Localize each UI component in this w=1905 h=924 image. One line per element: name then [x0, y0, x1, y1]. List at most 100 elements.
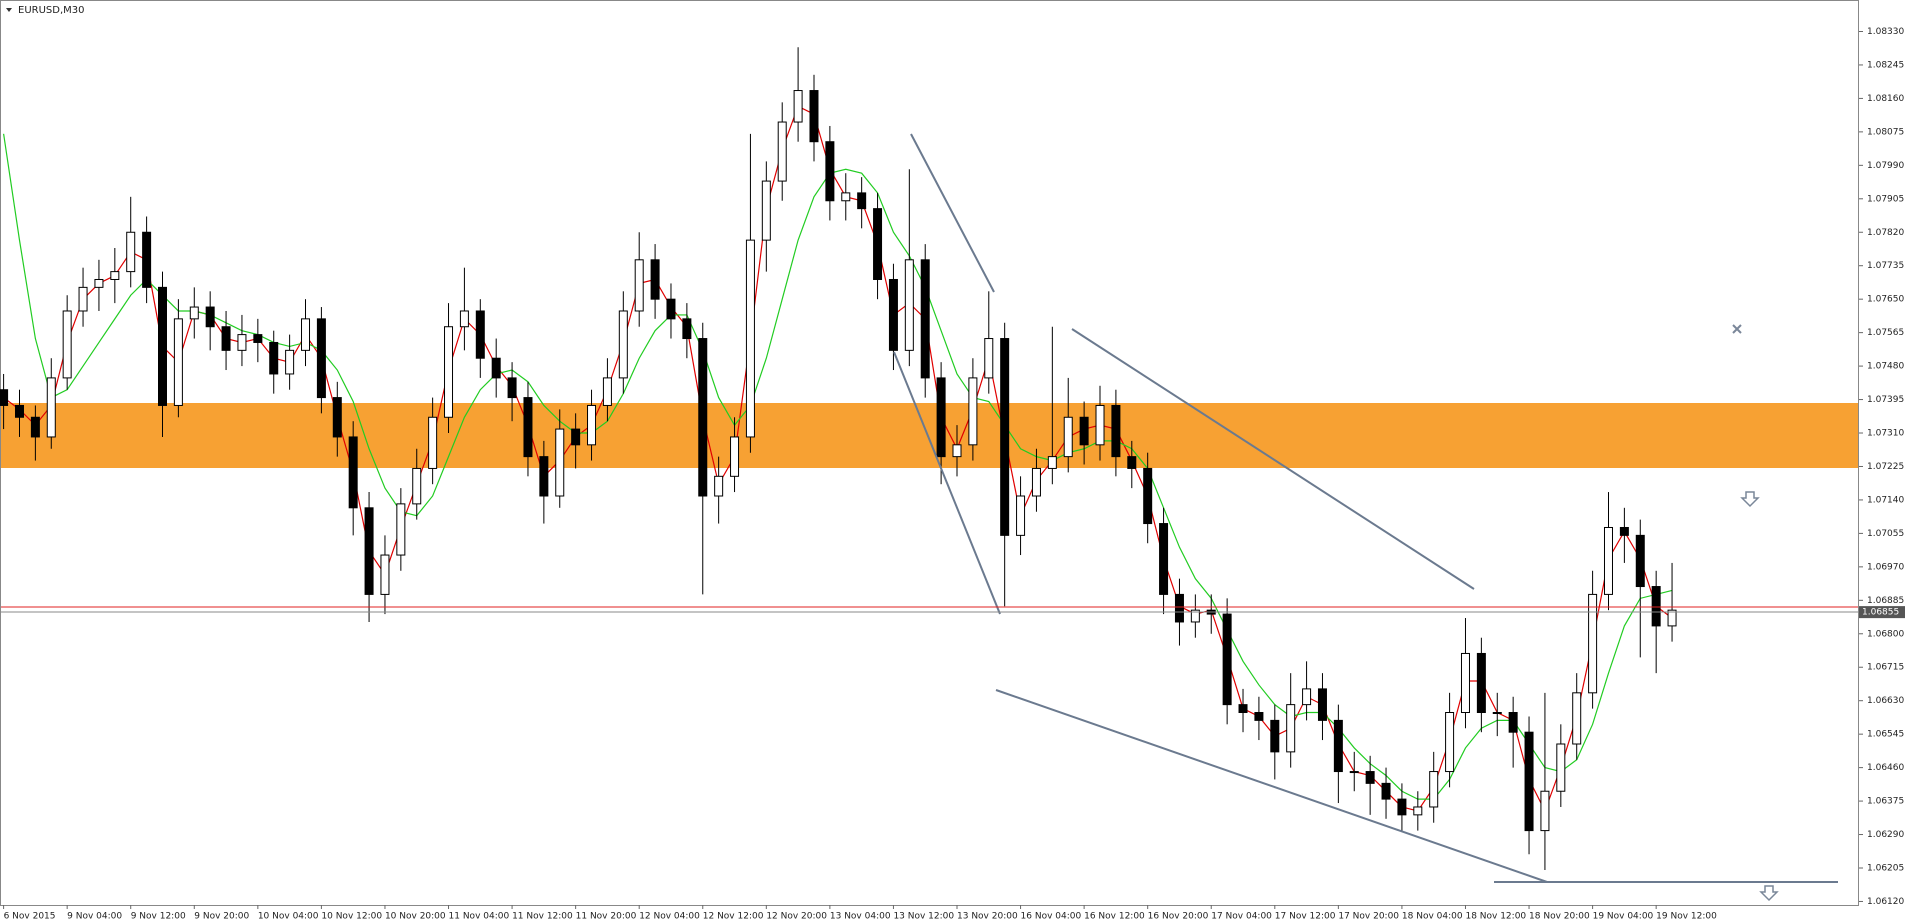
- candle-body: [1397, 798, 1407, 816]
- candle-body: [62, 310, 72, 379]
- x-tick-label: 18 Nov 04:00: [1402, 912, 1463, 922]
- candle-body: [332, 397, 342, 438]
- candle-body: [348, 436, 358, 509]
- y-tick-label: 1.06205: [1867, 863, 1904, 873]
- candle-body: [1492, 712, 1502, 715]
- candle-body: [412, 467, 422, 505]
- y-tick-label: 1.08330: [1867, 27, 1904, 37]
- y-tick-label: 1.06800: [1867, 629, 1904, 639]
- candle-body: [682, 318, 692, 340]
- x-tick-label: 13 Nov 20:00: [957, 912, 1018, 922]
- y-tick-label: 1.07225: [1867, 462, 1904, 472]
- candle-body: [1524, 731, 1534, 832]
- x-tick-label: 11 Nov 04:00: [449, 912, 510, 922]
- candle-body: [126, 231, 136, 273]
- candle-body: [1333, 719, 1343, 773]
- x-tick-label: 9 Nov 20:00: [194, 912, 249, 922]
- trendline: [995, 689, 1548, 883]
- candle-body: [1302, 688, 1312, 706]
- candle-body: [301, 318, 311, 351]
- candle-body: [1254, 712, 1264, 721]
- trendline: [910, 133, 995, 293]
- candle-body: [428, 416, 438, 469]
- candle-body: [491, 357, 501, 379]
- y-tick-label: 1.07650: [1867, 295, 1904, 305]
- y-tick-label: 1.06460: [1867, 763, 1904, 773]
- candle-body: [634, 259, 644, 312]
- trendlines: [893, 133, 1838, 883]
- candle-body: [1365, 771, 1375, 784]
- candle-body: [571, 428, 581, 446]
- y-tick-label: 1.06290: [1867, 830, 1904, 840]
- candle-body: [1190, 609, 1200, 623]
- candle-body: [1635, 534, 1645, 588]
- candle-body: [285, 349, 295, 375]
- candle-body: [1540, 790, 1550, 832]
- candle-body: [698, 338, 708, 497]
- x-tick-label: 19 Nov 12:00: [1656, 912, 1717, 922]
- x-tick-label: 13 Nov 04:00: [830, 912, 891, 922]
- candle-body: [142, 231, 152, 288]
- candle-body: [666, 298, 676, 320]
- candle-body: [523, 397, 533, 458]
- x-tick-label: 12 Nov 04:00: [639, 912, 700, 922]
- x-tick-label: 13 Nov 12:00: [893, 912, 954, 922]
- x-tick-label: 12 Nov 20:00: [766, 912, 827, 922]
- candle-body: [984, 338, 994, 379]
- x-tick-label: 10 Nov 20:00: [385, 912, 446, 922]
- price-label-box: [1859, 606, 1905, 619]
- x-tick-label: 12 Nov 12:00: [703, 912, 764, 922]
- candle-body: [1270, 719, 1280, 753]
- y-tick-label: 1.06375: [1867, 797, 1904, 807]
- y-tick-label: 1.06545: [1867, 730, 1904, 740]
- candle-body: [475, 310, 485, 359]
- candle-body: [459, 310, 469, 328]
- candle-body: [380, 554, 390, 595]
- candle-body: [1556, 743, 1566, 792]
- candle-body: [1174, 593, 1184, 623]
- candle-body: [1016, 495, 1026, 536]
- x-tick-label: 9 Nov 04:00: [67, 912, 122, 922]
- candle-body: [269, 341, 279, 375]
- candle-body: [857, 192, 867, 210]
- candle-body: [1413, 806, 1423, 816]
- x-tick-label: 11 Nov 12:00: [512, 912, 573, 922]
- y-tick-label: 1.07395: [1867, 395, 1904, 405]
- y-tick-label: 1.06630: [1867, 696, 1904, 706]
- candle-body: [1460, 652, 1470, 714]
- candle-body: [205, 306, 215, 328]
- candle-body: [30, 416, 40, 438]
- candle-body: [364, 507, 374, 595]
- candle-body: [1063, 416, 1073, 458]
- candle-body: [1238, 704, 1248, 714]
- candle-body: [618, 310, 628, 379]
- candle-body: [316, 318, 326, 399]
- x-tick-label: 16 Nov 04:00: [1021, 912, 1082, 922]
- x-tick-label: 17 Nov 20:00: [1338, 912, 1399, 922]
- candle-body: [841, 192, 851, 202]
- x-tick-label: 11 Nov 20:00: [576, 912, 637, 922]
- y-tick-label: 1.07990: [1867, 161, 1904, 171]
- x-tick-label: 17 Nov 04:00: [1211, 912, 1272, 922]
- candle-body: [730, 436, 740, 477]
- y-tick-label: 1.08245: [1867, 60, 1904, 70]
- candle-body: [1619, 526, 1629, 536]
- x-tick-label: 10 Nov 12:00: [321, 912, 382, 922]
- candle-body: [968, 377, 978, 446]
- candle-body: [888, 278, 898, 351]
- candle-body: [714, 475, 724, 497]
- candle-body: [793, 90, 803, 123]
- y-tick-label: 1.07735: [1867, 261, 1904, 271]
- candle-body: [1588, 593, 1598, 694]
- y-tick-label: 1.08075: [1867, 127, 1904, 137]
- x-tick-label: 10 Nov 04:00: [258, 912, 319, 922]
- candle-body: [1667, 609, 1677, 627]
- object-icons: [1732, 324, 1779, 902]
- candle-body: [1445, 712, 1455, 773]
- candle-body: [507, 377, 517, 399]
- close-icon: [1732, 324, 1742, 334]
- candle-body: [237, 334, 247, 351]
- candle-body: [809, 90, 819, 143]
- marks: [0, 47, 1677, 870]
- candle-body: [1000, 338, 1010, 536]
